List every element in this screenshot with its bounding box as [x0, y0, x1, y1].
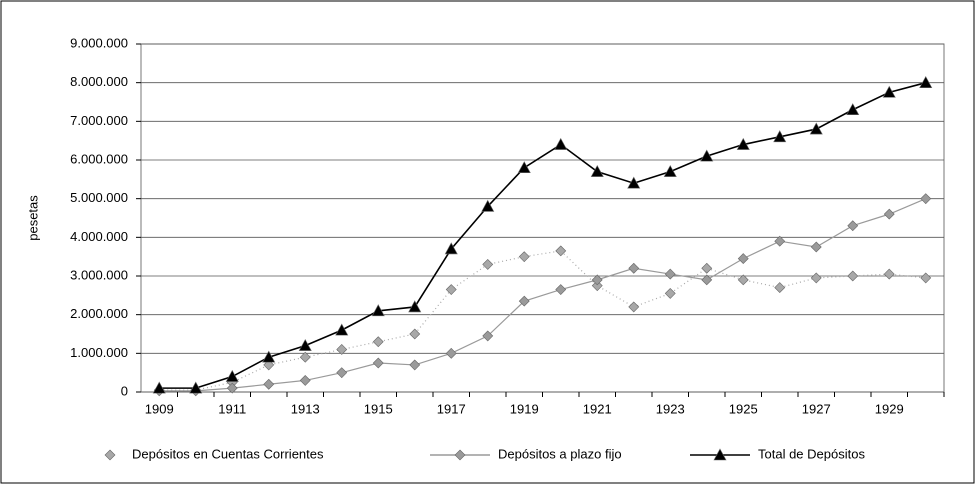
marker: [482, 258, 494, 270]
marker: [628, 301, 640, 313]
marker: [555, 284, 567, 295]
marker: [774, 235, 786, 247]
marker: [627, 176, 641, 189]
marker: [809, 122, 823, 135]
marker: [408, 300, 422, 313]
legend-label: Depósitos a plazo fijo: [498, 446, 622, 461]
marker: [920, 193, 932, 205]
marker: [518, 251, 530, 263]
x-tick-label: 1913: [291, 401, 320, 416]
x-tick-label: 1923: [656, 401, 685, 416]
marker: [299, 351, 311, 363]
marker: [846, 103, 860, 116]
marker: [518, 295, 530, 307]
y-tick-label: 3.000.000: [70, 267, 128, 282]
marker: [810, 241, 822, 253]
marker: [189, 381, 203, 394]
marker: [454, 449, 466, 461]
marker: [883, 268, 895, 280]
marker: [482, 330, 494, 342]
marker: [774, 282, 786, 294]
x-tick-label: 1911: [218, 401, 246, 416]
series-line: [159, 250, 926, 391]
x-tick-label: 1921: [583, 401, 612, 416]
x-tick-label: 1915: [364, 401, 393, 416]
y-axis-label: pesetas: [25, 195, 40, 241]
legend-label: Total de Depósitos: [758, 446, 865, 461]
marker: [700, 149, 714, 162]
marker: [335, 323, 349, 336]
marker: [104, 449, 116, 461]
marker: [628, 262, 640, 274]
marker: [555, 245, 567, 257]
y-tick-label: 5.000.000: [70, 190, 128, 205]
marker: [919, 76, 933, 88]
y-tick-label: 9.000.000: [70, 35, 128, 50]
x-tick-label: 1925: [729, 401, 758, 416]
marker: [225, 369, 239, 382]
marker: [481, 199, 495, 212]
marker: [591, 280, 603, 292]
marker: [152, 381, 166, 394]
y-tick-label: 7.000.000: [70, 113, 128, 128]
marker: [847, 270, 859, 282]
marker: [409, 328, 421, 340]
marker: [371, 304, 385, 317]
marker: [701, 262, 713, 274]
marker: [372, 336, 384, 348]
marker: [445, 347, 457, 359]
marker: [517, 161, 531, 174]
marker: [701, 274, 713, 286]
marker: [226, 382, 238, 394]
marker: [847, 220, 859, 232]
marker: [737, 274, 749, 286]
marker: [336, 367, 348, 379]
series-line: [159, 81, 926, 389]
x-tick-label: 1917: [437, 401, 466, 416]
y-tick-label: 6.000.000: [70, 151, 128, 166]
marker: [664, 287, 676, 299]
marker: [590, 164, 604, 177]
marker: [299, 374, 311, 386]
marker: [663, 164, 677, 177]
x-tick-label: 1927: [802, 401, 831, 416]
marker: [882, 85, 896, 98]
x-tick-label: 1909: [145, 401, 174, 416]
y-tick-label: 4.000.000: [70, 229, 128, 244]
marker: [262, 350, 276, 363]
y-tick-label: 8.000.000: [70, 74, 128, 89]
marker: [336, 344, 348, 355]
marker: [736, 137, 750, 150]
x-tick-label: 1929: [875, 401, 904, 416]
marker: [409, 359, 421, 371]
marker: [713, 448, 727, 461]
legend-label: Depósitos en Cuentas Corrientes: [132, 446, 324, 461]
x-tick-label: 1919: [510, 401, 539, 416]
y-tick-label: 2.000.000: [70, 306, 128, 321]
y-tick-label: 1.000.000: [70, 345, 128, 360]
series-line: [159, 198, 926, 392]
marker: [737, 253, 749, 265]
marker: [591, 274, 603, 286]
marker: [298, 338, 312, 351]
marker: [810, 272, 822, 284]
marker: [445, 284, 457, 295]
y-tick-label: 0: [121, 383, 128, 398]
marker: [883, 208, 895, 220]
marker: [444, 242, 458, 255]
marker: [554, 137, 568, 150]
marker: [773, 130, 787, 143]
marker: [920, 272, 932, 284]
marker: [372, 357, 384, 369]
marker: [263, 378, 275, 390]
marker: [664, 268, 676, 280]
